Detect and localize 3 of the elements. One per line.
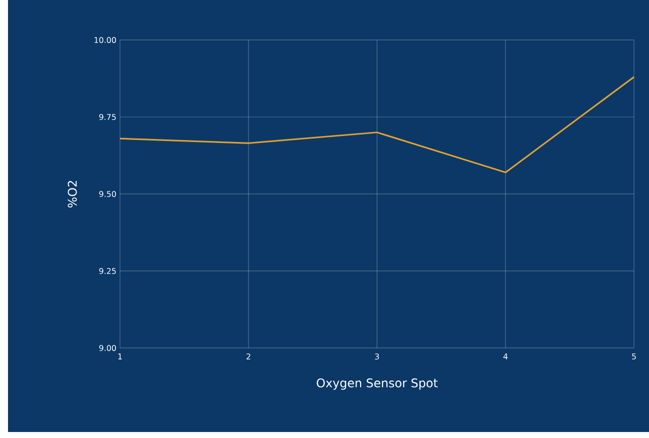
y-axis-title: %O2 — [68, 181, 77, 208]
x-axis-title: Oxygen Sensor Spot — [316, 378, 438, 390]
line-series — [120, 76, 634, 174]
